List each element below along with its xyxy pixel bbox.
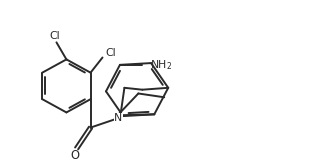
Text: N: N — [114, 113, 123, 123]
Text: Cl: Cl — [105, 48, 116, 58]
Text: NH$_2$: NH$_2$ — [150, 58, 172, 72]
Text: Cl: Cl — [49, 31, 60, 41]
Text: O: O — [70, 149, 79, 163]
Text: N: N — [114, 113, 123, 123]
